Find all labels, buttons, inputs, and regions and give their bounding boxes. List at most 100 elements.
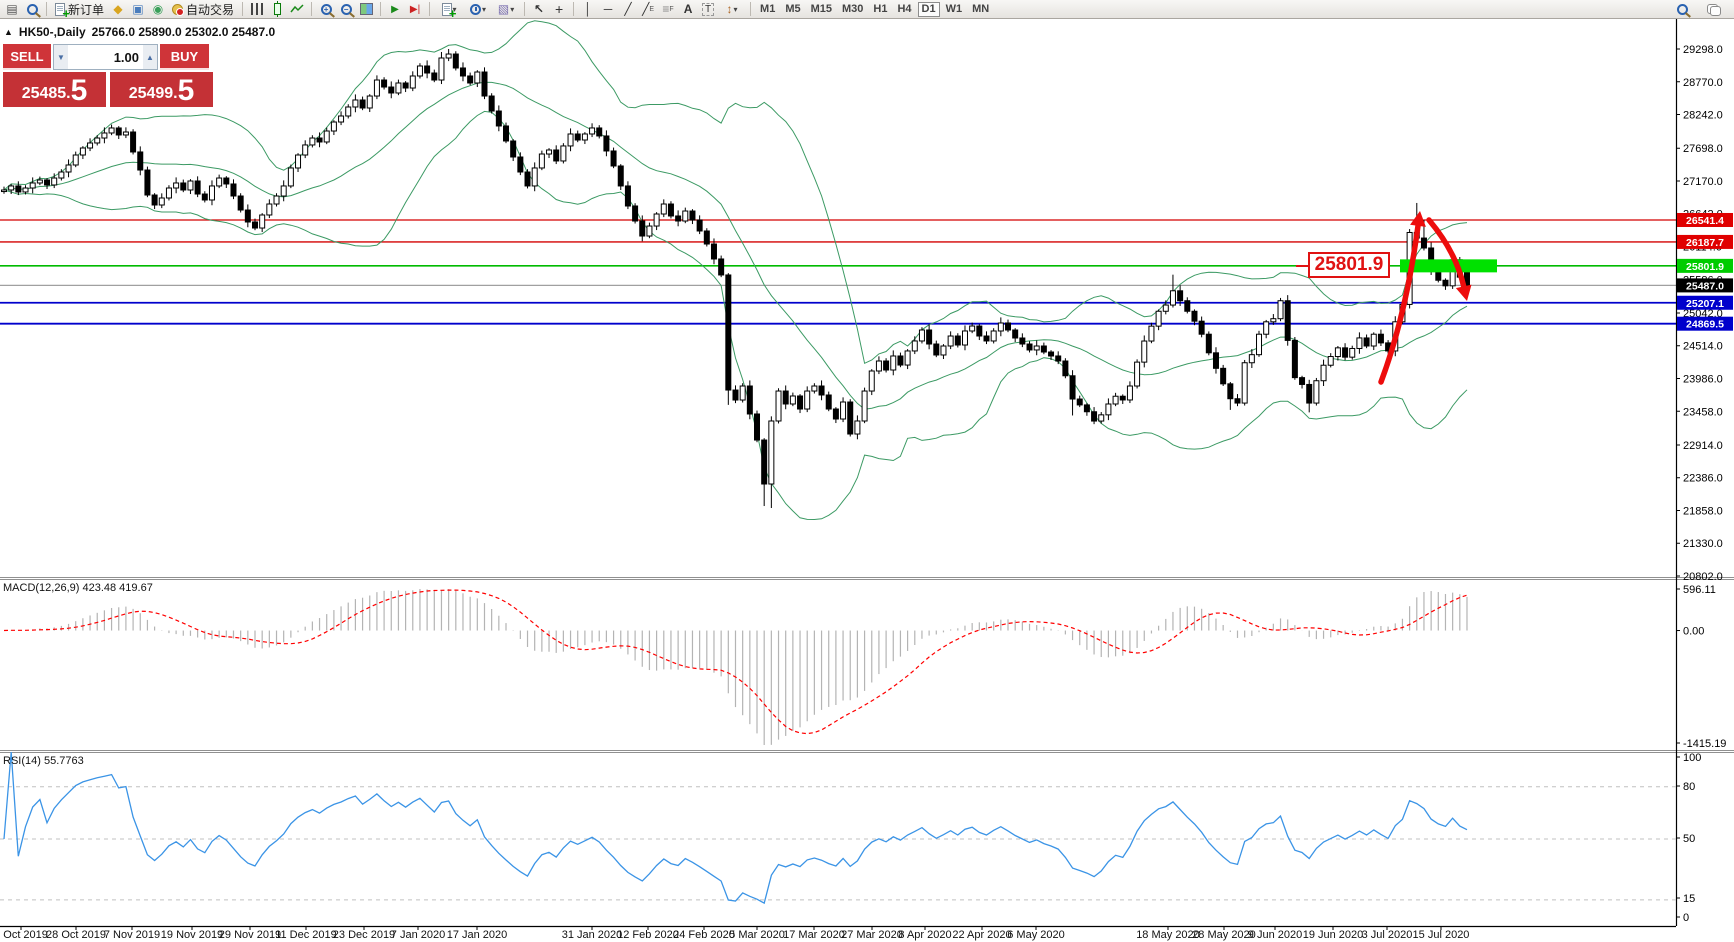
buy-price[interactable]: 25499. 5 xyxy=(110,72,213,107)
cursor-icon[interactable]: ↖ xyxy=(534,2,545,16)
svg-text:7 Nov 2019: 7 Nov 2019 xyxy=(104,929,160,941)
collapse-panel-icon[interactable]: ▲ xyxy=(4,27,13,37)
timeframe-w1[interactable]: W1 xyxy=(945,3,963,15)
volume-increase-button[interactable]: ▲ xyxy=(143,45,157,69)
svg-text:23986.0: 23986.0 xyxy=(1683,373,1723,385)
svg-text:5 Mar 2020: 5 Mar 2020 xyxy=(729,929,785,941)
svg-text:6 May 2020: 6 May 2020 xyxy=(1007,929,1064,941)
text-label-tool-icon[interactable]: T xyxy=(698,1,718,18)
text-tool-icon[interactable]: A xyxy=(683,2,693,16)
svg-text:50: 50 xyxy=(1683,833,1695,845)
sell-price[interactable]: 25485. 5 xyxy=(3,72,106,107)
ohlc-values: 25766.0 25890.0 25302.0 25487.0 xyxy=(91,25,276,39)
svg-text:596.11: 596.11 xyxy=(1683,584,1716,596)
line-chart-icon[interactable] xyxy=(287,1,307,18)
sell-button[interactable]: SELL xyxy=(3,44,51,70)
new-order-icon xyxy=(55,2,70,21)
toolbar-separator xyxy=(46,2,47,16)
svg-text:9 Jun 2020: 9 Jun 2020 xyxy=(1248,929,1302,941)
chart-shift-icon[interactable]: ▶| xyxy=(409,3,421,15)
svg-text:19 Nov 2019: 19 Nov 2019 xyxy=(161,929,223,941)
svg-text:28 Oct 2019: 28 Oct 2019 xyxy=(46,929,106,941)
svg-text:11 Dec 2019: 11 Dec 2019 xyxy=(275,929,337,941)
svg-text:29298.0: 29298.0 xyxy=(1683,44,1723,56)
indicators-icon[interactable]: ▾ xyxy=(434,1,464,21)
svg-text:17 Mar 2020: 17 Mar 2020 xyxy=(783,929,845,941)
candlestick-chart-icon[interactable] xyxy=(267,1,287,18)
auto-scroll-icon[interactable]: ▶ xyxy=(391,3,399,15)
autotrading-button[interactable]: 自动交易 xyxy=(168,1,238,18)
buy-button[interactable]: BUY xyxy=(160,44,209,70)
new-order-button[interactable]: 新订单 xyxy=(51,1,108,21)
chat-icon[interactable] xyxy=(1704,1,1724,18)
symbol-period-label: HK50-,Daily xyxy=(18,25,86,39)
svg-text:7 Jan 2020: 7 Jan 2020 xyxy=(391,929,445,941)
timeframe-d1[interactable]: D1 xyxy=(917,1,940,17)
svg-text:23 Dec 2019: 23 Dec 2019 xyxy=(333,929,395,941)
timeframe-h1[interactable]: H1 xyxy=(873,3,888,15)
volume-decrease-button[interactable]: ▼ xyxy=(54,45,68,69)
bar-chart-icon[interactable] xyxy=(247,1,267,18)
trendline-tool-icon[interactable]: ╱ xyxy=(624,2,632,16)
svg-text:24 Feb 2020: 24 Feb 2020 xyxy=(673,929,735,941)
equidistant-channel-tool-icon[interactable]: ╱ E xyxy=(642,2,654,16)
tile-windows-icon[interactable] xyxy=(356,1,376,18)
timeframe-h4[interactable]: H4 xyxy=(897,3,912,15)
volume-stepper: ▼ 1.00 ▲ xyxy=(53,44,158,70)
svg-text:24869.5: 24869.5 xyxy=(1686,319,1724,331)
svg-text:28770.0: 28770.0 xyxy=(1683,77,1723,89)
callout-connector xyxy=(1296,265,1308,267)
svg-text:22 Apr 2020: 22 Apr 2020 xyxy=(952,929,1011,941)
svg-text:29 Nov 2019: 29 Nov 2019 xyxy=(219,929,281,941)
sell-price-frac: 5 xyxy=(70,74,88,107)
svg-text:27170.0: 27170.0 xyxy=(1683,176,1723,188)
svg-text:28242.0: 28242.0 xyxy=(1683,110,1723,122)
macd-label: MACD(12,26,9) 423.48 419.67 xyxy=(3,582,153,594)
templates-icon[interactable]: ▧ ▾ xyxy=(497,2,515,16)
search-icon[interactable] xyxy=(1672,1,1692,18)
autotrading-icon xyxy=(172,3,185,16)
vertical-line-tool-icon[interactable]: │ xyxy=(584,2,592,16)
svg-text:22914.0: 22914.0 xyxy=(1683,440,1723,452)
svg-text:8 Apr 2020: 8 Apr 2020 xyxy=(898,929,951,941)
svg-text:21330.0: 21330.0 xyxy=(1683,538,1723,550)
svg-text:12 Feb 2020: 12 Feb 2020 xyxy=(617,929,679,941)
svg-text:20802.0: 20802.0 xyxy=(1683,571,1723,583)
svg-text:0.00: 0.00 xyxy=(1683,626,1704,638)
timeframe-mn[interactable]: MN xyxy=(972,3,990,15)
periods-icon[interactable]: ▾ xyxy=(464,1,492,18)
volume-input[interactable]: 1.00 xyxy=(113,49,139,65)
horizontal-line-tool-icon[interactable]: ─ xyxy=(603,2,613,16)
timeframe-m1[interactable]: M1 xyxy=(760,3,776,15)
toolbar-separator xyxy=(311,2,313,16)
svg-text:17 Jan 2020: 17 Jan 2020 xyxy=(447,929,508,941)
zoom-out-icon[interactable]: − xyxy=(336,1,356,18)
svg-text:0: 0 xyxy=(1683,912,1689,924)
timeframe-m30[interactable]: M30 xyxy=(842,3,864,15)
svg-text:19 Jun 2020: 19 Jun 2020 xyxy=(1303,929,1364,941)
svg-text:24514.0: 24514.0 xyxy=(1683,341,1723,353)
arrows-tool-icon[interactable]: ↕ ▾ xyxy=(726,2,738,16)
svg-text:26187.7: 26187.7 xyxy=(1686,237,1724,249)
terminal-icon[interactable]: ▣ xyxy=(132,2,144,16)
autotrading-label: 自动交易 xyxy=(186,2,235,17)
svg-text:31 Jan 2020: 31 Jan 2020 xyxy=(562,929,623,941)
signals-icon[interactable]: ◉ xyxy=(152,2,164,16)
toolbar-separator xyxy=(750,2,752,16)
svg-text:80: 80 xyxy=(1683,781,1695,793)
toolbar-separator xyxy=(242,2,244,16)
toolbar-separator xyxy=(573,2,575,16)
price-callout[interactable]: 25801.9 xyxy=(1308,252,1390,278)
new-order-label: 新订单 xyxy=(68,2,105,17)
toolbar-separator xyxy=(524,2,526,16)
navigator-icon[interactable] xyxy=(22,1,42,18)
metaeditor-icon[interactable]: ◆ xyxy=(113,2,123,16)
market-watch-icon[interactable]: ▤ xyxy=(6,2,18,16)
fibonacci-tool-icon[interactable]: ≡ F xyxy=(662,2,674,16)
zoom-in-icon[interactable]: + xyxy=(316,1,336,18)
crosshair-icon[interactable]: + xyxy=(554,1,564,17)
timeframe-m15[interactable]: M15 xyxy=(810,3,832,15)
timeframe-m5[interactable]: M5 xyxy=(785,3,801,15)
